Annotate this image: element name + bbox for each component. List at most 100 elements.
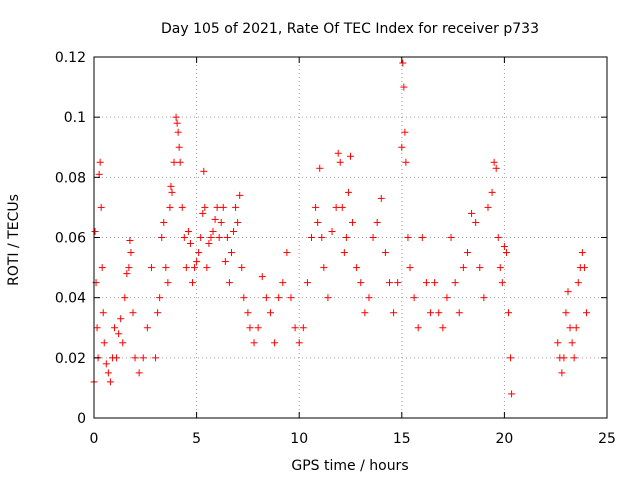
data-point <box>173 119 181 127</box>
data-point <box>99 309 107 317</box>
data-point <box>385 279 393 287</box>
data-point <box>316 164 324 172</box>
x-tick-label: 5 <box>192 431 201 447</box>
data-point <box>115 330 123 338</box>
data-point <box>203 264 211 272</box>
data-point <box>176 158 184 166</box>
data-point <box>193 258 201 266</box>
data-point <box>97 203 105 211</box>
data-point <box>410 294 418 302</box>
data-point <box>349 218 357 226</box>
data-point <box>472 218 480 226</box>
data-point <box>508 390 516 398</box>
data-point <box>236 191 244 199</box>
data-point <box>164 279 172 287</box>
data-point <box>578 249 586 257</box>
data-point <box>427 309 435 317</box>
data-point <box>377 194 385 202</box>
data-point <box>191 264 199 272</box>
data-point <box>121 294 129 302</box>
data-point <box>199 209 207 217</box>
data-point <box>500 243 508 251</box>
data-point <box>279 279 287 287</box>
data-point <box>558 369 566 377</box>
data-point <box>126 237 134 245</box>
data-point <box>167 182 175 190</box>
data-point <box>314 218 322 226</box>
data-point <box>484 203 492 211</box>
data-point <box>271 339 279 347</box>
x-tick-label: 15 <box>393 431 411 447</box>
data-point <box>125 264 133 272</box>
data-point <box>507 354 515 362</box>
data-point <box>188 279 196 287</box>
data-point <box>568 339 576 347</box>
y-tick-label: 0.04 <box>55 291 86 307</box>
data-point <box>139 354 147 362</box>
data-point <box>123 270 131 278</box>
data-point <box>254 324 262 332</box>
data-point <box>318 234 326 241</box>
data-point <box>200 167 208 175</box>
axis-ticks <box>93 56 608 419</box>
data-point <box>572 324 580 332</box>
chart-title: Day 105 of 2021, Rate Of TEC Index for r… <box>161 21 539 37</box>
data-point <box>332 203 340 211</box>
data-point <box>175 143 183 151</box>
data-point <box>275 294 283 302</box>
data-point <box>435 309 443 317</box>
data-point <box>131 354 139 362</box>
data-point <box>102 360 110 368</box>
y-tick-label: 0.02 <box>55 351 86 367</box>
data-point <box>342 234 350 241</box>
data-point <box>258 273 266 281</box>
data-point <box>162 264 170 272</box>
data-point <box>154 309 162 317</box>
data-point <box>570 354 578 362</box>
data-point <box>111 324 119 332</box>
data-point <box>215 234 223 241</box>
data-point <box>554 339 562 347</box>
data-point <box>455 309 463 317</box>
y-tick-label: 0.1 <box>64 110 86 126</box>
data-point <box>320 264 328 272</box>
data-point <box>93 324 101 332</box>
y-tick-label: 0 <box>77 411 86 427</box>
data-point <box>357 279 365 287</box>
data-point <box>184 227 192 235</box>
data-point <box>227 249 235 257</box>
data-point <box>283 249 291 257</box>
data-point <box>398 143 406 151</box>
data-point <box>100 339 108 347</box>
data-point <box>299 324 307 332</box>
data-point <box>336 158 344 166</box>
data-point <box>104 369 112 377</box>
data-point <box>422 279 430 287</box>
data-point <box>225 279 233 287</box>
x-tick-label: 25 <box>598 431 616 447</box>
data-point <box>463 249 471 257</box>
data-point <box>564 288 572 296</box>
grid-lines <box>94 57 607 418</box>
data-point <box>459 264 467 272</box>
data-point <box>95 170 103 178</box>
data-point <box>447 234 455 241</box>
data-point <box>324 294 332 302</box>
data-point <box>168 188 176 196</box>
data-point <box>174 128 182 136</box>
axis-tick-labels: 0 5 10 15 20 25 0 0.02 0.04 0.06 0.08 0.1 0.12 <box>55 50 616 447</box>
data-point <box>205 240 213 248</box>
y-tick-label: 0.06 <box>55 231 86 247</box>
data-point <box>400 83 408 91</box>
data-point <box>394 279 402 287</box>
data-point <box>431 279 439 287</box>
data-point <box>234 218 242 226</box>
data-point <box>201 203 209 211</box>
x-tick-label: 10 <box>290 431 308 447</box>
data-point <box>230 227 238 235</box>
data-point <box>143 324 151 332</box>
data-point <box>347 152 354 160</box>
